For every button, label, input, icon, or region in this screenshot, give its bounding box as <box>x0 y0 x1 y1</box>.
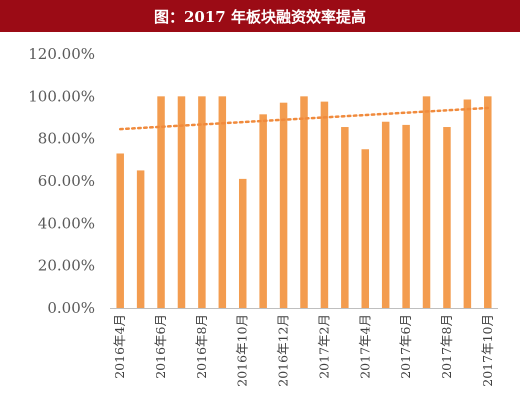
bar <box>157 96 165 308</box>
bar-chart: 0.00% 20.00% 40.00% 60.00% 80.00% 100.00% 120.… <box>28 45 498 387</box>
x-tick-label: 2017年4月 <box>357 314 372 379</box>
trend-line <box>118 106 490 131</box>
bar <box>341 127 349 309</box>
bar <box>238 178 247 308</box>
y-tick-label: 100.00% <box>28 87 95 105</box>
bar <box>177 96 186 308</box>
bar <box>443 127 451 309</box>
x-tick-label: 2017年8月 <box>439 314 454 379</box>
x-tick-label: 2017年2月 <box>316 314 331 379</box>
bar <box>484 96 492 308</box>
chart-title: 图：2017 年板块融资效率提高 <box>0 0 520 32</box>
bar <box>136 170 145 308</box>
y-tick-label: 40.00% <box>38 214 95 232</box>
bar <box>279 102 288 308</box>
x-tick-label: 2016年6月 <box>153 314 168 379</box>
bar <box>402 124 410 309</box>
x-tick-label: 2017年6月 <box>398 314 413 379</box>
bar <box>381 121 390 308</box>
bar <box>198 96 206 308</box>
y-tick-label: 80.00% <box>38 130 95 148</box>
bar <box>259 114 267 308</box>
bar <box>320 101 329 308</box>
y-tick-label: 20.00% <box>38 257 95 275</box>
x-tick-label: 2016年12月 <box>276 314 291 387</box>
bar <box>361 149 370 308</box>
bar <box>218 96 227 308</box>
bar <box>116 153 124 308</box>
y-axis-labels: 0.00% 20.00% 40.00% 60.00% 80.00% 100.00% 120.… <box>28 45 95 317</box>
bar <box>300 96 308 308</box>
y-tick-label: 60.00% <box>38 172 95 190</box>
bars <box>116 96 492 309</box>
x-tick-label: 2016年8月 <box>194 314 209 379</box>
x-tick-label: 2017年10月 <box>480 314 495 387</box>
x-tick-label: 2016年10月 <box>235 314 250 387</box>
bar <box>463 99 472 308</box>
y-tick-label: 0.00% <box>47 299 95 317</box>
y-tick-label: 120.00% <box>28 45 95 63</box>
bar <box>422 96 431 308</box>
x-axis-labels: 2016年4月 2016年6月 2016年8月 2016年10月 2016年12月 201… <box>112 314 495 387</box>
x-tick-label: 2016年4月 <box>112 314 127 379</box>
